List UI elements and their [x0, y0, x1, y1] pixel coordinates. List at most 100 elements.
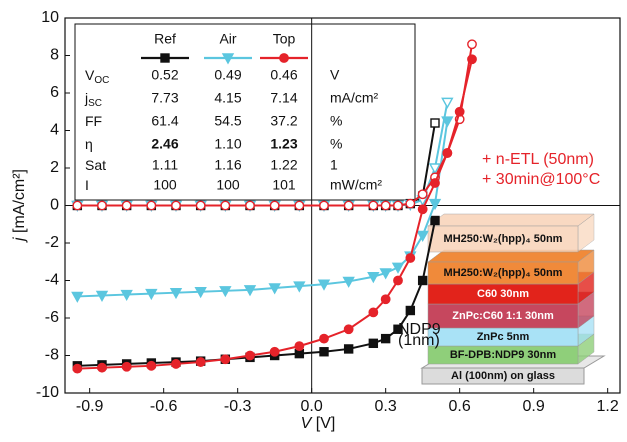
table-cell: 1.22	[270, 157, 297, 173]
table-cell: 37.2	[270, 113, 297, 129]
marker	[72, 363, 83, 374]
marker	[417, 204, 428, 215]
marker	[343, 324, 354, 335]
marker	[71, 291, 84, 303]
marker	[243, 285, 257, 297]
marker	[430, 178, 440, 188]
marker	[269, 346, 280, 357]
table-cell: 0.52	[151, 67, 178, 83]
row-label-main: V	[85, 67, 95, 83]
marker	[121, 361, 132, 372]
marker	[294, 341, 305, 352]
marker	[342, 276, 355, 288]
layer-blend	[427, 303, 579, 329]
row-unit: V	[330, 67, 340, 83]
x-tick-label: 0.6	[449, 398, 471, 415]
row-unit: mW/cm²	[330, 177, 382, 193]
row-label: FF	[85, 113, 102, 129]
x-tick-label: 0.0	[301, 398, 323, 415]
row-label-main: FF	[85, 113, 102, 129]
layer-htl-label: BF-DPB:NDP9 30nm	[450, 349, 557, 361]
table-cell: 61.4	[151, 113, 178, 129]
y-tick-label: -10	[36, 384, 59, 401]
marker	[467, 54, 477, 65]
table-cell: 54.5	[214, 113, 241, 129]
marker	[380, 294, 391, 305]
marker	[393, 275, 403, 286]
marker	[221, 53, 235, 65]
marker	[195, 357, 206, 367]
side-label: (1nm)	[398, 332, 440, 349]
marker	[319, 347, 329, 357]
row-label-main: Sat	[85, 157, 106, 173]
row-unit: %	[330, 136, 342, 152]
marker	[294, 200, 305, 211]
layer-blend-label: ZnPc:C60 1:1 30nm	[452, 310, 554, 322]
table-cell: 7.73	[151, 90, 178, 106]
annotation: + n-ETL (50nm)	[482, 151, 594, 168]
marker	[343, 200, 354, 211]
marker	[194, 287, 207, 299]
table-cell: 1.10	[214, 136, 241, 152]
marker	[393, 324, 403, 334]
marker	[171, 359, 181, 369]
marker	[319, 333, 329, 344]
marker	[391, 262, 405, 274]
marker	[343, 344, 354, 354]
legend-label: Ref	[154, 31, 176, 47]
marker	[441, 116, 454, 128]
marker	[416, 230, 429, 242]
marker	[430, 215, 440, 226]
marker	[146, 360, 157, 371]
marker	[428, 163, 442, 175]
marker	[368, 307, 379, 318]
table-cell: 100	[153, 177, 177, 193]
layer-donor-label: ZnPc 5nm	[477, 331, 530, 343]
row-label: η	[85, 136, 93, 152]
layer-etl-label: MH250:W₂(hpp)₄ 50nm	[444, 267, 563, 279]
marker	[417, 189, 428, 200]
inset-table-box	[74, 23, 416, 201]
marker	[97, 200, 107, 211]
y-tick-label: -2	[45, 234, 59, 251]
marker	[379, 268, 392, 280]
table-cell: 0.46	[270, 67, 297, 83]
layer-etl	[427, 261, 579, 285]
marker	[454, 106, 465, 117]
marker	[405, 305, 416, 316]
marker	[393, 200, 403, 211]
row-label-main: I	[85, 177, 89, 193]
marker	[441, 97, 454, 109]
marker	[120, 289, 133, 302]
marker	[220, 354, 231, 365]
marker	[145, 288, 158, 301]
y-tick-label: -6	[45, 309, 59, 326]
marker	[169, 287, 183, 300]
x-axis-label: V [V]	[301, 415, 336, 432]
x-tick-label: 1.2	[597, 398, 619, 415]
marker	[95, 290, 109, 302]
row-label-main: j	[84, 90, 88, 106]
marker	[220, 200, 231, 211]
table-cell: 4.15	[214, 90, 241, 106]
marker	[417, 275, 428, 286]
marker	[269, 200, 280, 211]
row-unit: 1	[330, 157, 338, 173]
marker	[367, 272, 380, 284]
row-label-sub: SC	[88, 98, 102, 109]
marker	[268, 283, 281, 295]
row-unit: mA/cm²	[330, 90, 379, 106]
marker	[219, 286, 232, 298]
marker	[317, 279, 331, 291]
x-tick-label: 0.9	[523, 398, 545, 415]
table-cell: 1.23	[270, 136, 297, 152]
annotation: + 30min@100°C	[482, 171, 600, 188]
marker	[245, 200, 255, 211]
marker	[380, 200, 391, 211]
y-tick-label: 2	[50, 159, 59, 176]
plot-area	[65, 18, 620, 393]
marker	[380, 333, 391, 344]
y-tick-label: 6	[50, 84, 59, 101]
y-tick-label: 8	[50, 47, 59, 64]
marker	[293, 281, 306, 293]
